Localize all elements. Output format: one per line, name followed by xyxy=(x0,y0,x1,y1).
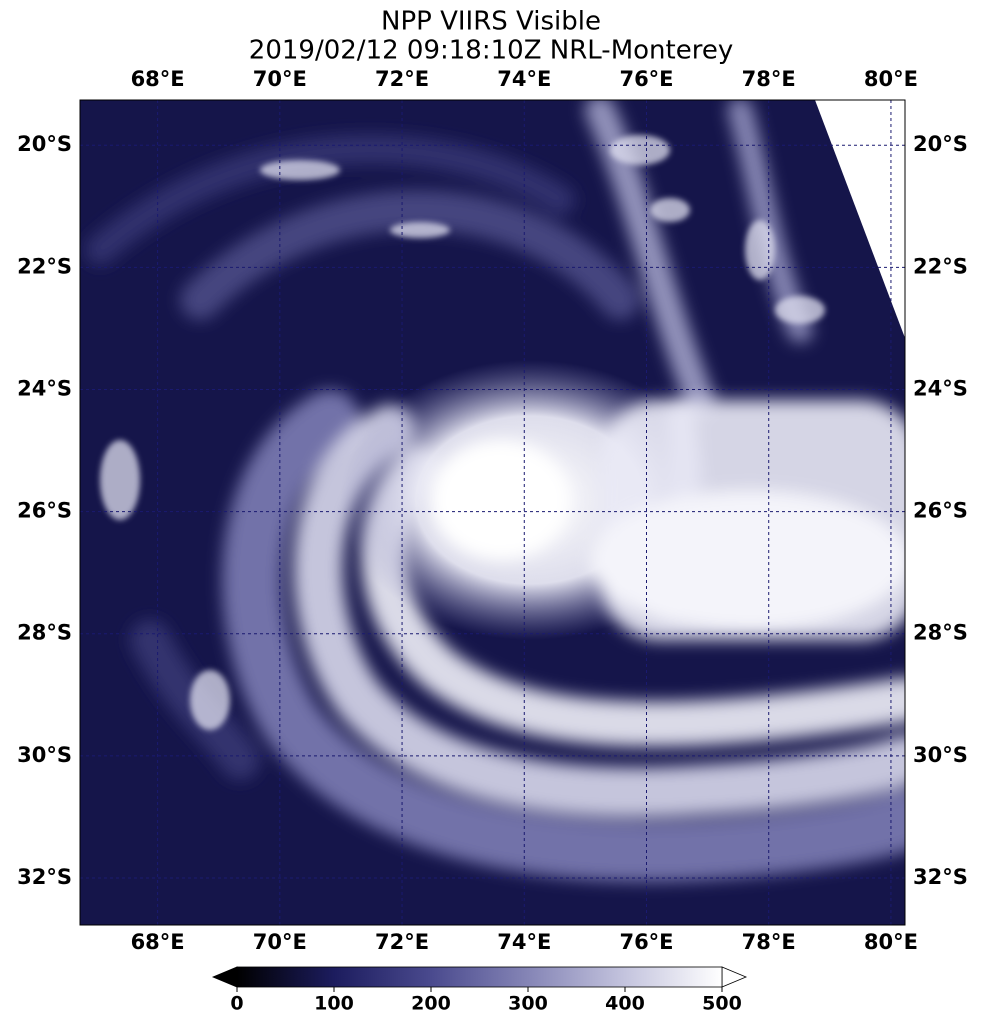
colorbar-tick-label: 0 xyxy=(230,993,243,1015)
y-tick-label: 30°S xyxy=(913,743,968,767)
y-tick-label: 28°S xyxy=(17,621,72,645)
y-tick-label: 30°S xyxy=(17,743,72,767)
colorbar-tick-label: 300 xyxy=(508,993,548,1015)
y-tick-label: 26°S xyxy=(913,499,968,523)
x-tick-label: 68°E xyxy=(131,930,185,954)
y-tick-label: 20°S xyxy=(17,132,72,156)
satellite-image xyxy=(80,100,905,925)
x-tick-label: 80°E xyxy=(864,930,918,954)
y-tick-label: 32°S xyxy=(17,865,72,889)
y-tick-label: 26°S xyxy=(17,499,72,523)
colorbar-tick-label: 400 xyxy=(605,993,645,1015)
x-tick-label: 74°E xyxy=(497,67,551,91)
y-tick-label: 28°S xyxy=(913,621,968,645)
x-tick-label: 70°E xyxy=(253,67,307,91)
x-tick-label: 76°E xyxy=(619,930,673,954)
subtitle: 2019/02/12 09:18:10Z NRL-Monterey xyxy=(249,36,733,66)
colorbar-tick-label: 200 xyxy=(411,993,451,1015)
y-tick-label: 22°S xyxy=(913,254,968,278)
colorbar-tick-label: 500 xyxy=(702,993,742,1015)
map-frame xyxy=(79,99,906,926)
x-tick-label: 74°E xyxy=(497,930,551,954)
title: NPP VIIRS Visible xyxy=(381,7,601,37)
colorbar-tick-label: 100 xyxy=(314,993,354,1015)
colorbar-extend-low xyxy=(211,966,238,988)
y-tick-label: 20°S xyxy=(913,132,968,156)
x-tick-label: 68°E xyxy=(131,67,185,91)
colorbar xyxy=(236,966,723,988)
x-tick-label: 72°E xyxy=(375,930,429,954)
x-tick-label: 72°E xyxy=(375,67,429,91)
x-tick-label: 78°E xyxy=(742,930,796,954)
y-tick-label: 24°S xyxy=(913,376,968,400)
y-tick-label: 32°S xyxy=(913,865,968,889)
y-tick-label: 22°S xyxy=(17,254,72,278)
x-tick-label: 78°E xyxy=(742,67,796,91)
x-tick-label: 76°E xyxy=(619,67,673,91)
x-tick-label: 80°E xyxy=(864,67,918,91)
colorbar-extend-high xyxy=(721,966,748,988)
y-tick-label: 24°S xyxy=(17,376,72,400)
x-tick-label: 70°E xyxy=(253,930,307,954)
